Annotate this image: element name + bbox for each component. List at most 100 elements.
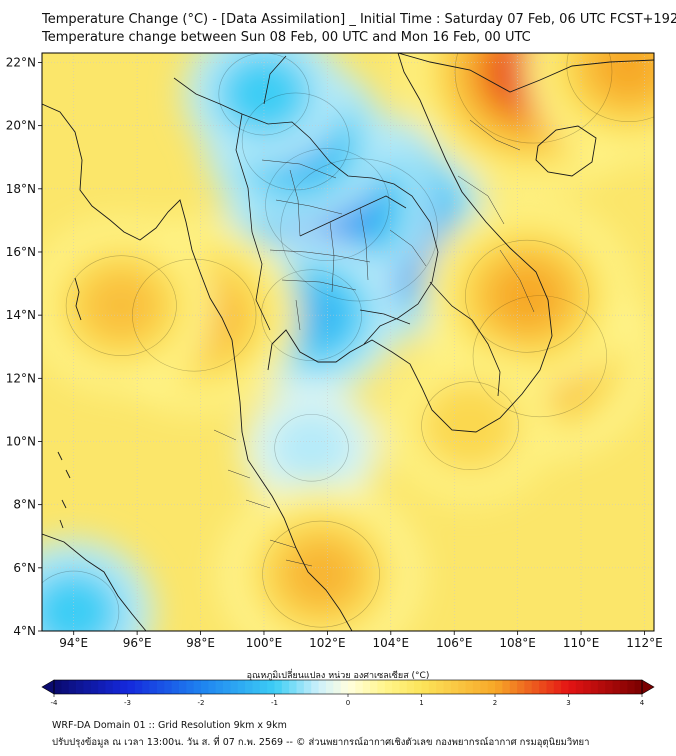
colorbar-cell: [517, 680, 525, 694]
colorbar-cells: [54, 680, 643, 694]
colorbar-cell: [325, 680, 334, 694]
colorbar-cell: [333, 680, 342, 694]
colorbar-cell: [259, 680, 268, 694]
contour-ring: [421, 381, 519, 470]
contour-ring: [262, 520, 380, 628]
colorbar-cell: [215, 680, 224, 694]
colorbar-cell: [436, 680, 444, 694]
colorbar-cell: [612, 680, 621, 694]
contour-ring: [42, 570, 120, 631]
colorbar-cell: [546, 680, 555, 694]
colorbar-cell: [406, 680, 415, 694]
contour-ring: [465, 239, 590, 353]
colorbar-cell: [90, 680, 99, 694]
contour-ring: [132, 258, 257, 372]
colorbar-cell: [105, 680, 114, 694]
colorbar-cell: [583, 680, 591, 694]
colorbar-tick-label: -4: [51, 699, 59, 707]
colorbar-tick-label: -2: [198, 699, 205, 707]
plot-area: [42, 53, 654, 631]
colorbar-tick-label: 4: [640, 699, 645, 707]
colorbar-cell: [303, 680, 312, 694]
update-credit: ปรับปรุงข้อมูล ณ เวลา 13:00น. วัน ส. ที่…: [52, 737, 590, 748]
lat-tick-label: 20°N: [6, 119, 36, 133]
colorbar-max-extend: [641, 679, 655, 695]
colorbar-ticks: -4 -3 -2 -1 0 1 2 3 4: [51, 694, 645, 707]
coastlines-borders: [42, 53, 654, 631]
colorbar-cell: [399, 680, 408, 694]
lat-tick-label: 22°N: [6, 55, 36, 69]
colorbar-cell: [142, 680, 150, 694]
colorbar-cell: [509, 680, 518, 694]
hainan-island: [535, 125, 597, 177]
colorbar-cell: [311, 680, 319, 694]
colorbar-cell: [76, 680, 84, 694]
colorbar-cell: [605, 680, 613, 694]
gulf-of-thailand-coast: [267, 53, 553, 433]
lon-tick-label: 94°E: [59, 636, 88, 650]
colorbar-cell: [120, 680, 128, 694]
colorbar-cell: [414, 680, 422, 694]
colorbar-cell: [384, 680, 393, 694]
anomaly-warm-patch: [592, 53, 654, 99]
colorbar-cell: [443, 680, 452, 694]
lon-tick-label: 112°E: [626, 636, 663, 650]
colorbar-tick-label: 1: [419, 699, 423, 707]
colorbar-cell: [83, 680, 92, 694]
colorbar-cell: [164, 680, 172, 694]
colorbar-cell: [267, 680, 275, 694]
temperature-field: [42, 53, 654, 631]
colorbar-cell: [134, 680, 143, 694]
lon-tick-label: 108°E: [499, 636, 536, 650]
lon-tick-label: 96°E: [123, 636, 152, 650]
colorbar-cell: [237, 680, 246, 694]
colorbar-cell: [531, 680, 540, 694]
province-boundaries: [261, 119, 535, 331]
anomaly-warm-patch: [420, 380, 520, 471]
colorbar-cell: [178, 680, 187, 694]
lon-tick-label: 100°E: [246, 636, 283, 650]
anomaly-warm-patch: [80, 268, 163, 343]
colorbar-cell: [223, 680, 231, 694]
colorbar-cell: [149, 680, 158, 694]
colorbar-cell: [568, 680, 577, 694]
colorbar-cell: [289, 680, 297, 694]
lat-tick-label: 18°N: [6, 182, 36, 196]
colorbar-cell: [421, 680, 430, 694]
colorbar-cell: [362, 680, 371, 694]
colorbar-cell: [348, 680, 356, 694]
colorbar-cell: [553, 680, 562, 694]
colorbar-cell: [127, 680, 136, 694]
colorbar-cell: [68, 680, 77, 694]
lon-tick-label: 106°E: [436, 636, 473, 650]
colorbar-cell: [318, 680, 327, 694]
colorbar-cell: [281, 680, 290, 694]
colorbar-cell: [230, 680, 239, 694]
colorbar-cell: [340, 680, 349, 694]
colorbar-cell: [274, 680, 283, 694]
longitude-ticks: 94°E 96°E 98°E 100°E 102°E 104°E 106°E 108°E 110…: [59, 631, 663, 650]
colorbar-cell: [465, 680, 474, 694]
lon-tick-label: 104°E: [373, 636, 410, 650]
anomaly-cold-patch: [216, 53, 312, 137]
colorbar-cell: [480, 680, 489, 694]
colorbar-cell: [208, 680, 217, 694]
colorbar-cell: [627, 680, 636, 694]
andaman-islands: [74, 277, 82, 321]
colorbar-cell: [98, 680, 106, 694]
colorbar-cell: [472, 680, 481, 694]
lat-tick-label: 12°N: [6, 371, 36, 385]
colorbar-cell: [428, 680, 437, 694]
colorbar-cell: [156, 680, 165, 694]
contour-lines: [42, 53, 654, 631]
colorbar-cell: [193, 680, 202, 694]
lat-tick-label: 10°N: [6, 434, 36, 448]
colorbar-cell: [186, 680, 195, 694]
colorbar-cell: [539, 680, 547, 694]
map-title: Temperature Change (°C) - [Data Assimila…: [42, 12, 676, 27]
colorbar-cell: [502, 680, 511, 694]
map-subtitle: Temperature change between Sun 08 Feb, 0…: [42, 30, 531, 45]
malay-peninsula-provinces: [213, 429, 313, 567]
contour-ring: [261, 269, 363, 361]
